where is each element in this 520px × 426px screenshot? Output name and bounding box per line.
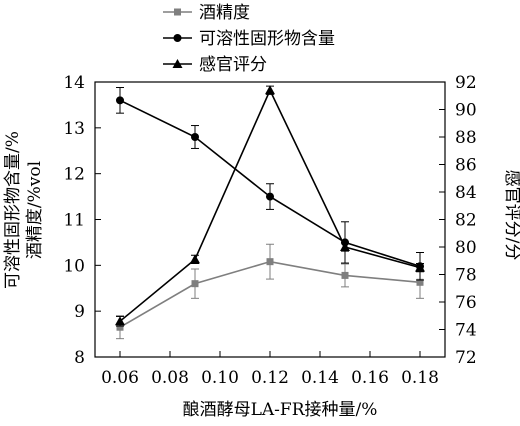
x-tick-label: 0.18: [401, 368, 439, 388]
y-right-tick-label: 82: [455, 211, 477, 231]
data-point: [340, 242, 350, 251]
y-right-tick-label: 84: [455, 183, 477, 203]
legend-label: 酒精度: [199, 3, 250, 23]
legend-marker: [174, 8, 181, 16]
y-left-tick-label: 13: [63, 119, 85, 139]
legend-item: 酒精度: [163, 3, 250, 23]
x-tick-label: 0.16: [351, 368, 389, 388]
y-right-tick-label: 74: [455, 321, 477, 341]
y-left-tick-label: 10: [63, 256, 85, 276]
data-point: [416, 278, 424, 286]
legend-label: 可溶性固形物含量: [199, 29, 335, 49]
data-point: [116, 96, 124, 105]
axis-ticks: [95, 81, 445, 358]
plot-border: [94, 81, 446, 358]
plot-frame: [94, 81, 446, 358]
y-right-tick-label: 72: [455, 348, 477, 368]
series-triangle: [115, 85, 425, 327]
y-right-tick-label: 88: [455, 128, 477, 148]
y-axis-left-title-1: 可溶性固形物含量/%: [3, 131, 23, 289]
data-point: [116, 323, 124, 331]
y-left-tick-label: 9: [74, 302, 85, 322]
series-square: [116, 243, 424, 340]
x-tick-label: 0.14: [301, 368, 339, 388]
legend-marker: [173, 34, 182, 42]
data-point: [115, 316, 125, 326]
legend-marker: [172, 59, 183, 68]
y-axis-right-title: 感官评分/分: [502, 170, 520, 261]
x-axis-title: 酿酒酵母LA-FR接种量/%: [183, 400, 378, 420]
x-tick-label: 0.10: [201, 368, 239, 388]
data-point: [415, 262, 425, 272]
data-point: [265, 85, 275, 95]
y-left-tick-label: 14: [63, 73, 85, 93]
y-right-tick-label: 92: [455, 73, 477, 93]
y-left-tick-label: 8: [74, 348, 85, 368]
legend-item: 感官评分: [163, 55, 267, 75]
series-layer: [115, 85, 425, 340]
legend-item: 可溶性固形物含量: [163, 29, 335, 49]
data-point: [341, 271, 349, 279]
x-tick-label: 0.08: [151, 368, 189, 388]
y-left-tick-label: 12: [63, 165, 85, 185]
data-point: [266, 192, 274, 201]
data-point: [191, 280, 199, 288]
y-right-tick-label: 90: [455, 101, 477, 121]
y-right-tick-label: 86: [455, 156, 477, 176]
y-axis-left-title-2: 酒精度/%vol: [25, 161, 45, 259]
legend-label: 感官评分: [199, 55, 267, 75]
tick-labels: 0.06 0.08 0.10 0.12 0.14 0.16 0.18 8 9 10 11 12 13 14…: [63, 73, 476, 388]
data-point: [191, 133, 199, 141]
x-tick-label: 0.06: [101, 368, 139, 388]
y-right-tick-label: 80: [455, 238, 477, 258]
y-left-tick-label: 11: [63, 211, 85, 231]
y-right-tick-label: 78: [455, 266, 477, 286]
data-point: [190, 254, 200, 264]
x-tick-label: 0.12: [251, 368, 289, 388]
data-point: [266, 258, 274, 266]
y-right-tick-label: 76: [455, 293, 477, 313]
